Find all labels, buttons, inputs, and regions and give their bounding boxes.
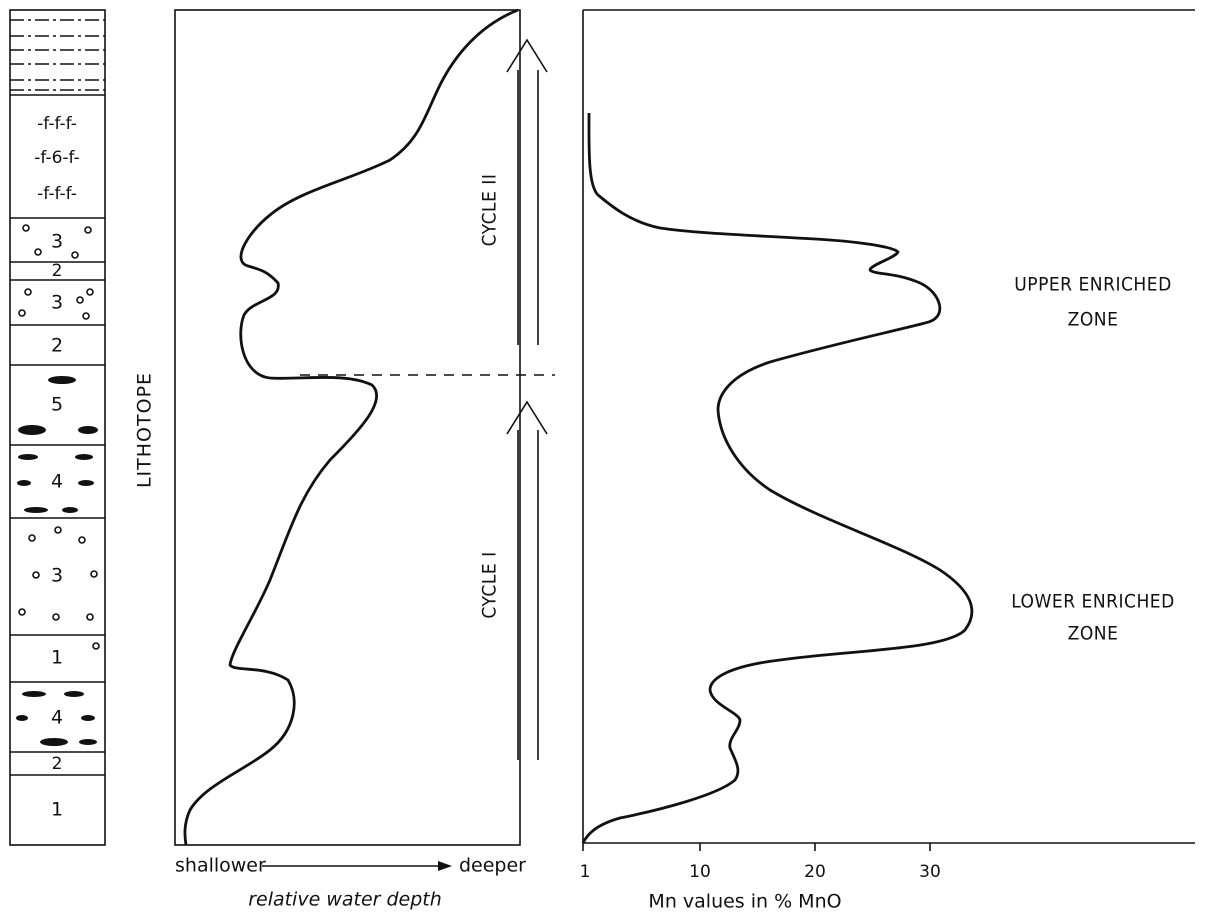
annotation: UPPER ENRICHED [1014,274,1172,296]
manganese-panel: 1 10 20 30 Mn values in % MnO UPPER ENRI… [580,9,1195,913]
layer-row: -f-f-f- [37,184,77,204]
layer-label: 2 [51,335,63,357]
axis-arrowhead [438,861,452,871]
layer-label: 4 [51,471,63,493]
layer-label: 3 [51,231,63,253]
ooid-symbols [18,224,100,650]
layer-boundaries [10,94,105,776]
lens-symbols [16,376,98,746]
panel-frame [174,9,521,846]
layer-row: -f-f-f- [37,114,77,134]
ticks [582,843,931,851]
axis-left-label: shallower [175,855,266,877]
lithology-title: LITHOTOPE [134,372,156,488]
annotation: ZONE [1068,309,1119,331]
annotation: LOWER ENRICHED [1011,591,1175,613]
mn-curve [581,112,974,844]
axis-title: Mn values in % MnO [648,891,841,913]
annotation: ZONE [1068,623,1119,645]
axis-right-label: deeper [459,855,526,877]
layer-row: -f-6-f- [34,148,79,168]
column-frame [9,9,106,846]
tick-label: 10 [689,862,711,882]
axis-title: relative water depth [248,889,442,911]
tick-label: 20 [804,862,826,882]
layer-label: 3 [51,292,63,314]
layer-label: 3 [51,565,63,587]
layer-label: 1 [51,647,63,669]
tick-label: 1 [580,862,591,882]
layer-label: 4 [51,707,63,729]
layer-label: 2 [52,754,63,774]
cycle-label: CYCLE II [479,174,501,247]
tick-label: 30 [919,862,941,882]
layer-label: 1 [51,799,63,821]
silt-pattern [10,19,105,91]
layer-label: 2 [52,261,63,281]
layer-label: 5 [51,394,63,416]
water-depth-curve [183,8,519,846]
lithology-column: -f-f-f- -f-6-f- -f-f-f- 3 2 3 2 5 4 3 1 … [9,9,156,846]
cycle-label: CYCLE I [479,551,501,618]
cycle-arrow [506,38,548,345]
water-depth-panel: CYCLE II CYCLE I shallower deeper relati… [174,8,555,911]
cycle-arrow [506,400,548,760]
